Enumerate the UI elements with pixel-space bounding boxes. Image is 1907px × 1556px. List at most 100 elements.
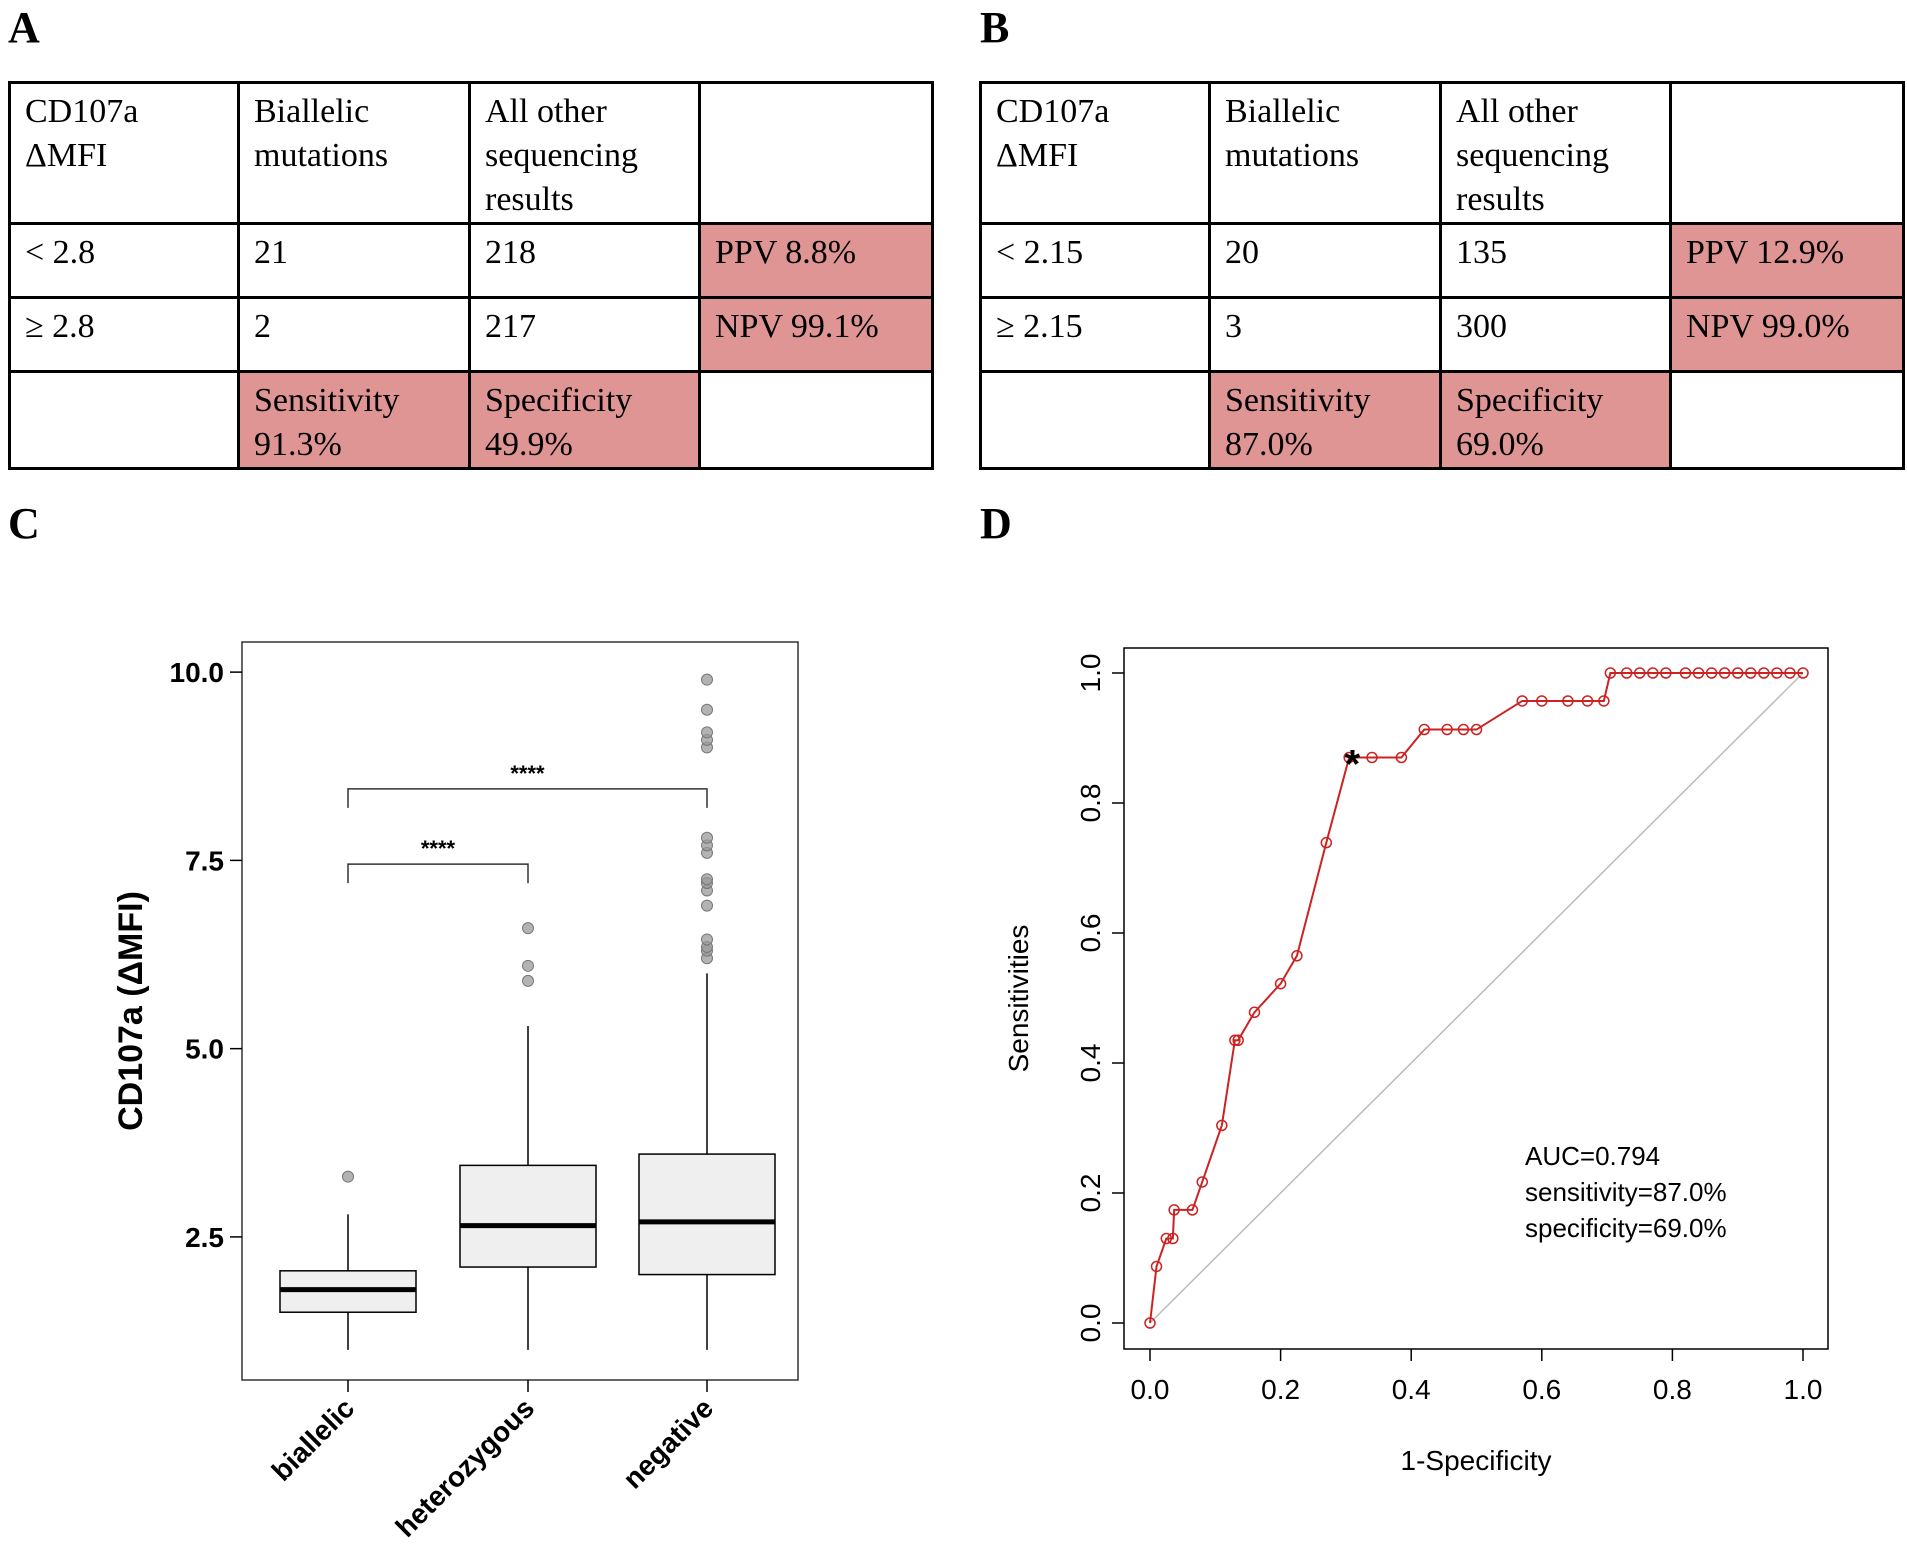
table-row: ≥ 2.8 2 217 NPV 99.1% bbox=[8, 296, 934, 373]
roc-point bbox=[1418, 723, 1431, 736]
chance-diagonal bbox=[1149, 672, 1804, 1324]
panel-letter-b: B bbox=[980, 3, 1010, 52]
roc-point bbox=[1441, 723, 1453, 736]
roc-point bbox=[1291, 950, 1303, 962]
roc-point bbox=[1150, 1260, 1163, 1273]
roc-point bbox=[1745, 667, 1757, 679]
roc-point bbox=[1248, 1006, 1261, 1019]
roc-point bbox=[1536, 695, 1548, 707]
table-cell bbox=[8, 370, 240, 470]
x-tick-label-d: 0.8 bbox=[1653, 1374, 1692, 1405]
x-tick-label-c: biallelic bbox=[266, 1392, 361, 1487]
roc-point bbox=[1784, 667, 1796, 679]
ppv-cell: PPV 12.9% bbox=[1669, 222, 1905, 299]
outlier-point bbox=[522, 974, 534, 987]
roc-point bbox=[1620, 667, 1633, 679]
npv-cell: NPV 99.0% bbox=[1669, 296, 1905, 373]
x-tick-label-d: 0.0 bbox=[1131, 1374, 1170, 1405]
header-cell-threshold: CD107a ΔMFI bbox=[8, 81, 240, 225]
outlier-point bbox=[701, 899, 713, 912]
roc-point bbox=[1168, 1204, 1180, 1216]
roc-point bbox=[1758, 667, 1770, 679]
plot-frame-d bbox=[1123, 647, 1829, 1350]
contingency-table-a: CD107a ΔMFI Biallelic mutations All othe… bbox=[8, 81, 934, 470]
y-axis-label-d: Sensitivities bbox=[1003, 925, 1034, 1073]
roc-point bbox=[1216, 1119, 1228, 1132]
outlier-point bbox=[701, 873, 713, 886]
roc-annotation: sensitivity=87.0% bbox=[1525, 1177, 1727, 1207]
box-heterozygous bbox=[459, 1164, 597, 1268]
roc-point bbox=[1320, 836, 1333, 849]
roc-point bbox=[1196, 1176, 1208, 1188]
roc-point bbox=[1634, 667, 1646, 679]
roc-point bbox=[1797, 667, 1809, 679]
roc-point bbox=[1705, 667, 1718, 679]
x-tick-label-d: 0.4 bbox=[1392, 1374, 1431, 1405]
table-cell: 300 bbox=[1439, 296, 1672, 373]
table-cell bbox=[979, 370, 1211, 470]
roc-point bbox=[1731, 667, 1744, 679]
table-cell: 218 bbox=[468, 222, 701, 299]
table-header-row: CD107a ΔMFI Biallelic mutations All othe… bbox=[8, 81, 934, 225]
table-cell: 20 bbox=[1208, 222, 1442, 299]
roc-point bbox=[1366, 751, 1378, 764]
significance-bracket bbox=[347, 863, 529, 884]
specificity-cell: Specificity 49.9% bbox=[468, 370, 701, 470]
roc-point bbox=[1395, 751, 1408, 764]
ppv-cell: PPV 8.8% bbox=[698, 222, 934, 299]
roc-point bbox=[1604, 667, 1617, 679]
roc-point bbox=[1692, 667, 1705, 679]
roc-point bbox=[1679, 667, 1692, 679]
y-axis-label-c: CD107a (ΔMFI) bbox=[112, 891, 150, 1131]
roc-annotation: AUC=0.794 bbox=[1525, 1141, 1660, 1171]
y-tick-label-d: 0.6 bbox=[1075, 914, 1106, 953]
table-cell: 2 bbox=[237, 296, 471, 373]
y-tick-label-d: 0.0 bbox=[1075, 1304, 1106, 1343]
roc-point bbox=[1167, 1232, 1179, 1245]
table-cell: 3 bbox=[1208, 296, 1442, 373]
table-cell: ≥ 2.8 bbox=[8, 296, 240, 373]
outlier-point bbox=[342, 1170, 354, 1183]
y-tick-label-c: 5.0 bbox=[185, 1034, 224, 1065]
table-cell: < 2.8 bbox=[8, 222, 240, 299]
y-tick-label-c: 10.0 bbox=[170, 657, 225, 688]
y-tick-label-d: 0.2 bbox=[1075, 1174, 1106, 1213]
optimal-threshold-marker: * bbox=[1345, 743, 1361, 787]
y-tick-label-c: 7.5 bbox=[185, 845, 224, 876]
roc-annotation: specificity=69.0% bbox=[1525, 1213, 1727, 1243]
header-cell-other: All other sequencing results bbox=[468, 81, 701, 225]
roc-point bbox=[1516, 695, 1528, 707]
x-axis-label-d: 1-Specificity bbox=[1401, 1445, 1552, 1476]
roc-point bbox=[1144, 1317, 1156, 1329]
roc-point bbox=[1160, 1232, 1173, 1245]
specificity-cell: Specificity 69.0% bbox=[1439, 370, 1672, 470]
x-tick-label-c: heterozygous bbox=[390, 1392, 541, 1543]
plot-frame-c bbox=[241, 641, 799, 1381]
roc-point bbox=[1581, 695, 1594, 707]
table-cell: 21 bbox=[237, 222, 471, 299]
header-cell-empty bbox=[1669, 81, 1905, 225]
outlier-point bbox=[701, 703, 713, 716]
box-negative bbox=[638, 1153, 776, 1276]
x-tick-label-d: 1.0 bbox=[1784, 1374, 1823, 1405]
panel-letter-c: C bbox=[8, 499, 40, 548]
table-row: < 2.15 20 135 PPV 12.9% bbox=[979, 222, 1905, 299]
header-cell-threshold: CD107a ΔMFI bbox=[979, 81, 1211, 225]
roc-point bbox=[1562, 695, 1574, 707]
header-cell-other: All other sequencing results bbox=[1439, 81, 1672, 225]
roc-point bbox=[1229, 1034, 1241, 1046]
x-tick-label-d: 0.2 bbox=[1261, 1374, 1300, 1405]
outlier-point bbox=[522, 959, 534, 972]
table-cell bbox=[698, 370, 934, 470]
table-cell: ≥ 2.15 bbox=[979, 296, 1211, 373]
roc-point bbox=[1598, 695, 1610, 707]
roc-point bbox=[1232, 1034, 1244, 1046]
x-tick-label-c: negative bbox=[617, 1392, 719, 1494]
roc-point bbox=[1771, 667, 1783, 679]
table-row: ≥ 2.15 3 300 NPV 99.0% bbox=[979, 296, 1905, 373]
roc-point bbox=[1457, 723, 1470, 736]
roc-point bbox=[1470, 723, 1483, 736]
table-row: < 2.8 21 218 PPV 8.8% bbox=[8, 222, 934, 299]
roc-point bbox=[1274, 977, 1287, 990]
